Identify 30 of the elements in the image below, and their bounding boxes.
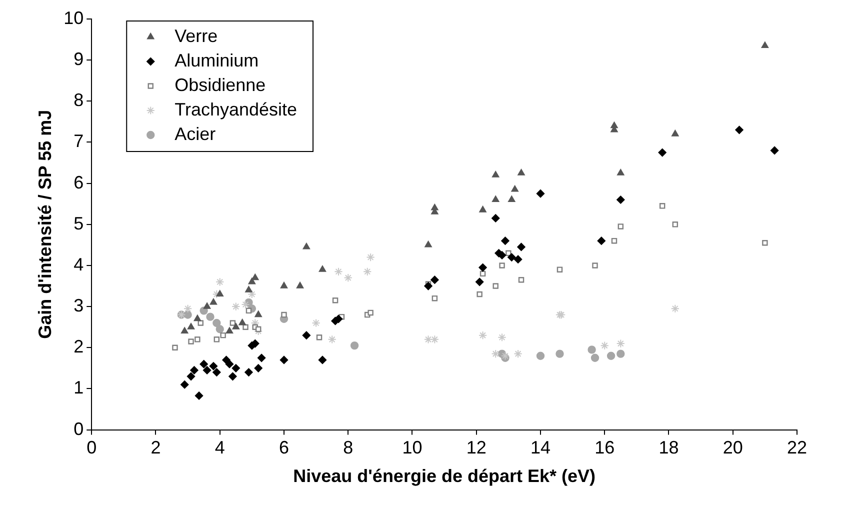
y-axis-title: Gain d'intensité / SP 55 mJ bbox=[34, 110, 55, 339]
x-tick-label: 4 bbox=[214, 438, 225, 458]
y-tick-label: 9 bbox=[74, 49, 84, 70]
y-tick-label: 3 bbox=[74, 296, 84, 316]
x-tick-label: 10 bbox=[402, 438, 422, 458]
y-tick-label: 0 bbox=[74, 418, 84, 439]
legend-label: Aluminium bbox=[174, 50, 259, 70]
x-tick-label: 0 bbox=[86, 438, 97, 458]
y-tick-label: 10 bbox=[64, 8, 84, 28]
x-tick-label: 8 bbox=[343, 438, 354, 458]
x-tick-label: 2 bbox=[150, 438, 161, 458]
y-tick-label: 2 bbox=[74, 336, 84, 357]
x-axis-title: Niveau d'énergie de départ Ek* (eV) bbox=[293, 466, 596, 486]
legend-label: Obsidienne bbox=[174, 74, 266, 95]
legend-label: Trachyandésite bbox=[174, 99, 298, 120]
x-tick-label: 6 bbox=[278, 438, 290, 458]
legend-label: Verre bbox=[174, 26, 218, 46]
x-tick-label: 20 bbox=[722, 438, 743, 458]
y-tick-label: 7 bbox=[74, 131, 84, 152]
y-tick-label: 6 bbox=[74, 172, 84, 192]
y-tick-label: 1 bbox=[74, 378, 84, 398]
y-tick-label: 5 bbox=[74, 213, 84, 234]
x-tick-label: 18 bbox=[658, 438, 679, 458]
x-tick-label: 14 bbox=[530, 438, 551, 458]
legend-label: Acier bbox=[174, 124, 216, 144]
x-tick-label: 12 bbox=[466, 438, 486, 458]
y-tick-label: 8 bbox=[74, 90, 84, 110]
x-tick-label: 22 bbox=[786, 438, 808, 458]
y-tick-label: 4 bbox=[74, 254, 84, 274]
x-tick-label: 16 bbox=[594, 438, 615, 458]
